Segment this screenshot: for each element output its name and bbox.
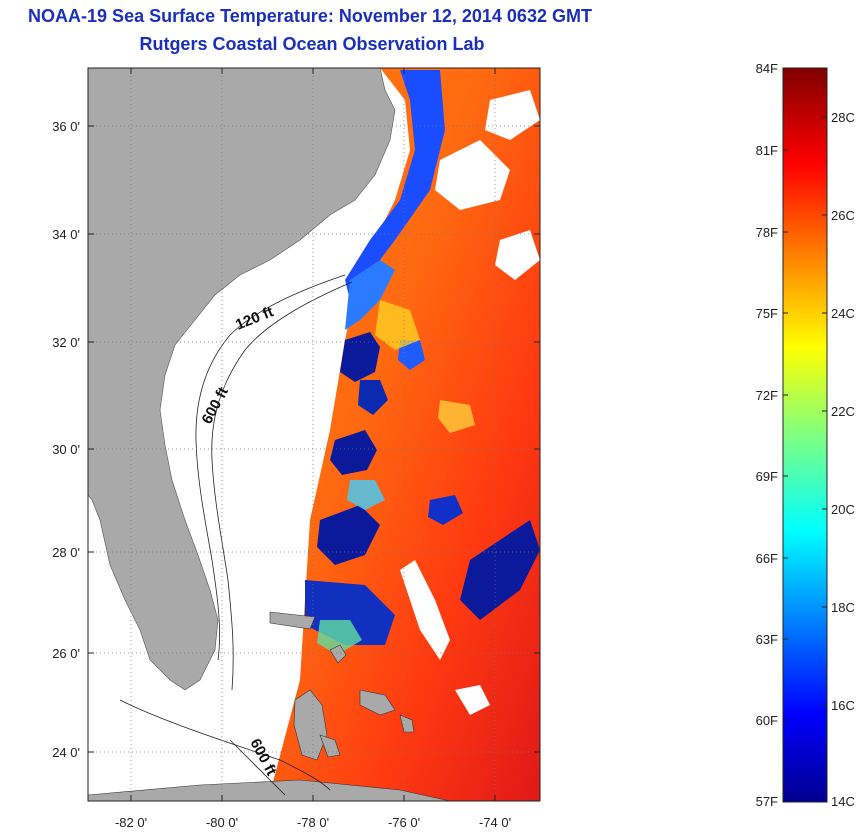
colorbar-f-label: 81F [756, 143, 778, 158]
lat-label: 28 0' [52, 545, 80, 560]
lon-label: -76 0' [388, 815, 420, 830]
colorbar-ticks [783, 116, 827, 721]
colorbar-c-label: 24C [831, 306, 855, 321]
lat-lon-grid [88, 68, 540, 801]
colorbar-f-label: 84F [756, 61, 778, 76]
lat-label: 34 0' [52, 227, 80, 242]
colorbar-fahrenheit-labels: 84F 81F 78F 75F 72F 69F 66F 63F 60F 57F [756, 61, 778, 809]
map-title: NOAA-19 Sea Surface Temperature: Novembe… [28, 6, 592, 26]
colorbar-c-label: 20C [831, 502, 855, 517]
lat-label: 36 0' [52, 119, 80, 134]
map-subtitle: Rutgers Coastal Ocean Observation Lab [139, 34, 485, 54]
lon-label: -82 0' [115, 815, 147, 830]
colorbar-f-label: 72F [756, 388, 778, 403]
longitude-labels: -82 0' -80 0' -78 0' -76 0' -74 0' [115, 815, 511, 830]
colorbar-f-label: 63F [756, 632, 778, 647]
lat-label: 32 0' [52, 335, 80, 350]
lon-label: -80 0' [206, 815, 238, 830]
colorbar-c-label: 26C [831, 208, 855, 223]
colorbar-f-label: 69F [756, 469, 778, 484]
colorbar-c-label: 22C [831, 404, 855, 419]
sst-swath [268, 68, 540, 801]
colorbar-celsius-labels: 28C 26C 24C 22C 20C 18C 16C 14C [831, 110, 855, 809]
colorbar-f-label: 66F [756, 551, 778, 566]
colorbar-c-label: 28C [831, 110, 855, 125]
lat-label: 30 0' [52, 442, 80, 457]
colorbar-f-label: 60F [756, 713, 778, 728]
depth-contours [119, 274, 353, 796]
map-frame [87, 67, 541, 802]
lat-label: 24 0' [52, 745, 80, 760]
lon-label: -74 0' [479, 815, 511, 830]
latitude-labels: 36 0' 34 0' 32 0' 30 0' 28 0' 26 0' 24 0… [52, 119, 80, 760]
lat-label: 26 0' [52, 646, 80, 661]
colorbar [782, 67, 828, 803]
colorbar-c-label: 14C [831, 794, 855, 809]
colorbar-f-label: 78F [756, 225, 778, 240]
land-us-southeast [88, 68, 396, 691]
bahamas-islands [269, 611, 415, 761]
land-cuba [88, 779, 451, 801]
colorbar-c-label: 18C [831, 600, 855, 615]
lon-label: -78 0' [297, 815, 329, 830]
colorbar-f-label: 57F [756, 794, 778, 809]
colorbar-f-label: 75F [756, 306, 778, 321]
axis-ticks [88, 68, 540, 801]
colorbar-c-label: 16C [831, 698, 855, 713]
